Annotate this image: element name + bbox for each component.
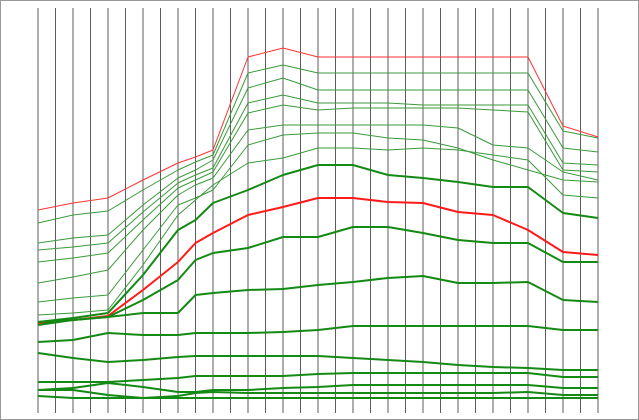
series-line bbox=[37, 132, 599, 303]
series-line bbox=[37, 164, 599, 323]
series-line bbox=[37, 275, 599, 323]
series-line bbox=[37, 94, 599, 251]
series-line bbox=[37, 47, 599, 211]
series-line bbox=[38, 372, 598, 383]
series-line bbox=[37, 147, 599, 316]
series-line bbox=[37, 197, 599, 324]
series-line bbox=[37, 382, 598, 393]
series-line bbox=[37, 77, 599, 244]
series-line bbox=[37, 104, 599, 263]
series-line bbox=[37, 352, 598, 371]
series-line bbox=[37, 395, 598, 399]
series-line bbox=[37, 226, 598, 326]
series-line bbox=[37, 124, 599, 284]
series-line bbox=[37, 325, 598, 343]
series-line bbox=[37, 64, 599, 224]
